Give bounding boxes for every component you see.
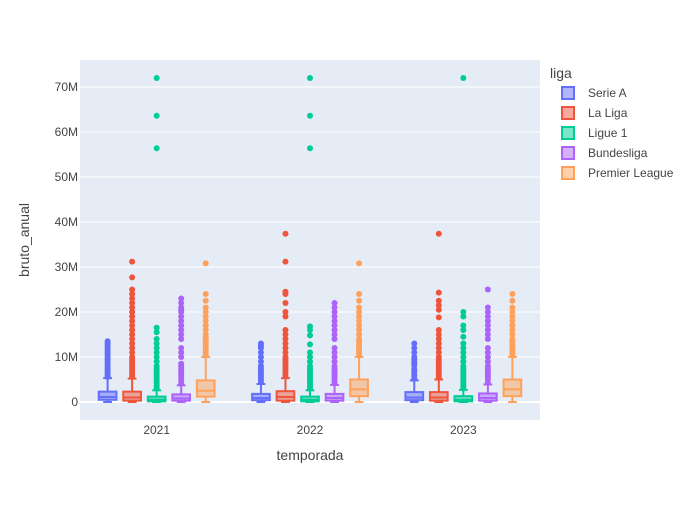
- outlier-point[interactable]: [332, 300, 338, 306]
- x-tick-label: 2021: [143, 423, 170, 437]
- legend-swatch: [562, 167, 574, 179]
- outlier-point[interactable]: [460, 323, 466, 329]
- legend-label: Serie A: [588, 86, 627, 100]
- outlier-point[interactable]: [282, 259, 288, 265]
- outlier-point[interactable]: [307, 332, 313, 338]
- outlier-point[interactable]: [307, 341, 313, 347]
- outlier-point[interactable]: [282, 231, 288, 237]
- outlier-point[interactable]: [436, 314, 442, 320]
- outlier-point[interactable]: [282, 309, 288, 315]
- y-tick-label: 70M: [55, 80, 78, 94]
- outlier-point[interactable]: [203, 305, 209, 311]
- outlier-point[interactable]: [411, 341, 417, 347]
- legend: liga Serie A La Liga Ligue 1 Bundesliga Prem…: [550, 65, 674, 180]
- outlier-point[interactable]: [307, 323, 313, 329]
- outlier-point[interactable]: [258, 341, 264, 347]
- outlier-point[interactable]: [282, 300, 288, 306]
- legend-swatch: [562, 147, 574, 159]
- outlier-point[interactable]: [203, 260, 209, 266]
- outlier-point[interactable]: [436, 298, 442, 304]
- box-iqr[interactable]: [277, 391, 295, 400]
- outlier-point[interactable]: [436, 327, 442, 333]
- box-iqr[interactable]: [99, 392, 117, 400]
- y-tick-label: 0: [71, 395, 78, 409]
- outlier-point[interactable]: [509, 305, 515, 311]
- y-tick-label: 30M: [55, 260, 78, 274]
- legend-label: La Liga: [588, 106, 628, 120]
- outlier-point[interactable]: [460, 309, 466, 315]
- outlier-point[interactable]: [154, 336, 160, 342]
- outlier-point[interactable]: [460, 341, 466, 347]
- legend-item-ligue-1[interactable]: Ligue 1: [562, 126, 628, 140]
- legend-swatch: [562, 107, 574, 119]
- x-tick-label: 2022: [297, 423, 324, 437]
- y-tick-label: 10M: [55, 350, 78, 364]
- outlier-point[interactable]: [460, 75, 466, 81]
- legend-item-premier-league[interactable]: Premier League: [562, 166, 674, 180]
- y-tick-label: 20M: [55, 305, 78, 319]
- legend-label: Premier League: [588, 166, 674, 180]
- legend-item-serie-a[interactable]: Serie A: [562, 86, 627, 100]
- outlier-point[interactable]: [307, 113, 313, 119]
- outlier-point[interactable]: [129, 274, 135, 280]
- outlier-point[interactable]: [436, 231, 442, 237]
- outlier-point[interactable]: [307, 145, 313, 151]
- outlier-point[interactable]: [436, 290, 442, 296]
- box-iqr[interactable]: [197, 380, 215, 396]
- y-axis-title: bruto_anual: [16, 203, 32, 277]
- outlier-point[interactable]: [460, 334, 466, 340]
- box-iqr[interactable]: [405, 392, 423, 400]
- outlier-point[interactable]: [154, 325, 160, 331]
- outlier-point[interactable]: [154, 75, 160, 81]
- outlier-point[interactable]: [307, 350, 313, 356]
- y-tick-label: 60M: [55, 125, 78, 139]
- y-tick-label: 40M: [55, 215, 78, 229]
- outlier-point[interactable]: [105, 338, 111, 344]
- outlier-point[interactable]: [509, 298, 515, 304]
- outlier-point[interactable]: [509, 291, 515, 297]
- legend-item-bundesliga[interactable]: Bundesliga: [562, 146, 648, 160]
- legend-swatch: [562, 87, 574, 99]
- outlier-point[interactable]: [282, 289, 288, 295]
- legend-label: Ligue 1: [588, 126, 628, 140]
- outlier-point[interactable]: [178, 361, 184, 367]
- outlier-point[interactable]: [282, 327, 288, 333]
- x-tick-labels: 2021 2022 2023: [143, 423, 477, 437]
- outlier-point[interactable]: [485, 345, 491, 351]
- outlier-point[interactable]: [307, 75, 313, 81]
- outlier-point[interactable]: [332, 345, 338, 351]
- y-tick-labels: 0 10M 20M 30M 40M 50M 60M 70M: [55, 80, 79, 409]
- legend-item-la-liga[interactable]: La Liga: [562, 106, 628, 120]
- outlier-point[interactable]: [356, 291, 362, 297]
- box-iqr[interactable]: [504, 380, 522, 397]
- outlier-point[interactable]: [356, 305, 362, 311]
- outlier-point[interactable]: [178, 296, 184, 302]
- outlier-point[interactable]: [203, 298, 209, 304]
- y-tick-label: 50M: [55, 170, 78, 184]
- legend-title: liga: [550, 65, 572, 81]
- box-iqr[interactable]: [123, 392, 141, 401]
- outlier-point[interactable]: [154, 113, 160, 119]
- x-tick-label: 2023: [450, 423, 477, 437]
- box-iqr[interactable]: [430, 392, 448, 401]
- outlier-point[interactable]: [356, 298, 362, 304]
- legend-label: Bundesliga: [588, 146, 648, 160]
- outlier-point[interactable]: [129, 287, 135, 293]
- legend-swatch: [562, 127, 574, 139]
- outlier-point[interactable]: [154, 145, 160, 151]
- outlier-point[interactable]: [178, 345, 184, 351]
- box-iqr[interactable]: [350, 380, 368, 397]
- outlier-point[interactable]: [203, 291, 209, 297]
- outlier-point[interactable]: [356, 260, 362, 266]
- outlier-point[interactable]: [129, 259, 135, 265]
- outlier-point[interactable]: [485, 305, 491, 311]
- outlier-point[interactable]: [485, 287, 491, 293]
- x-axis-title: temporada: [277, 447, 344, 463]
